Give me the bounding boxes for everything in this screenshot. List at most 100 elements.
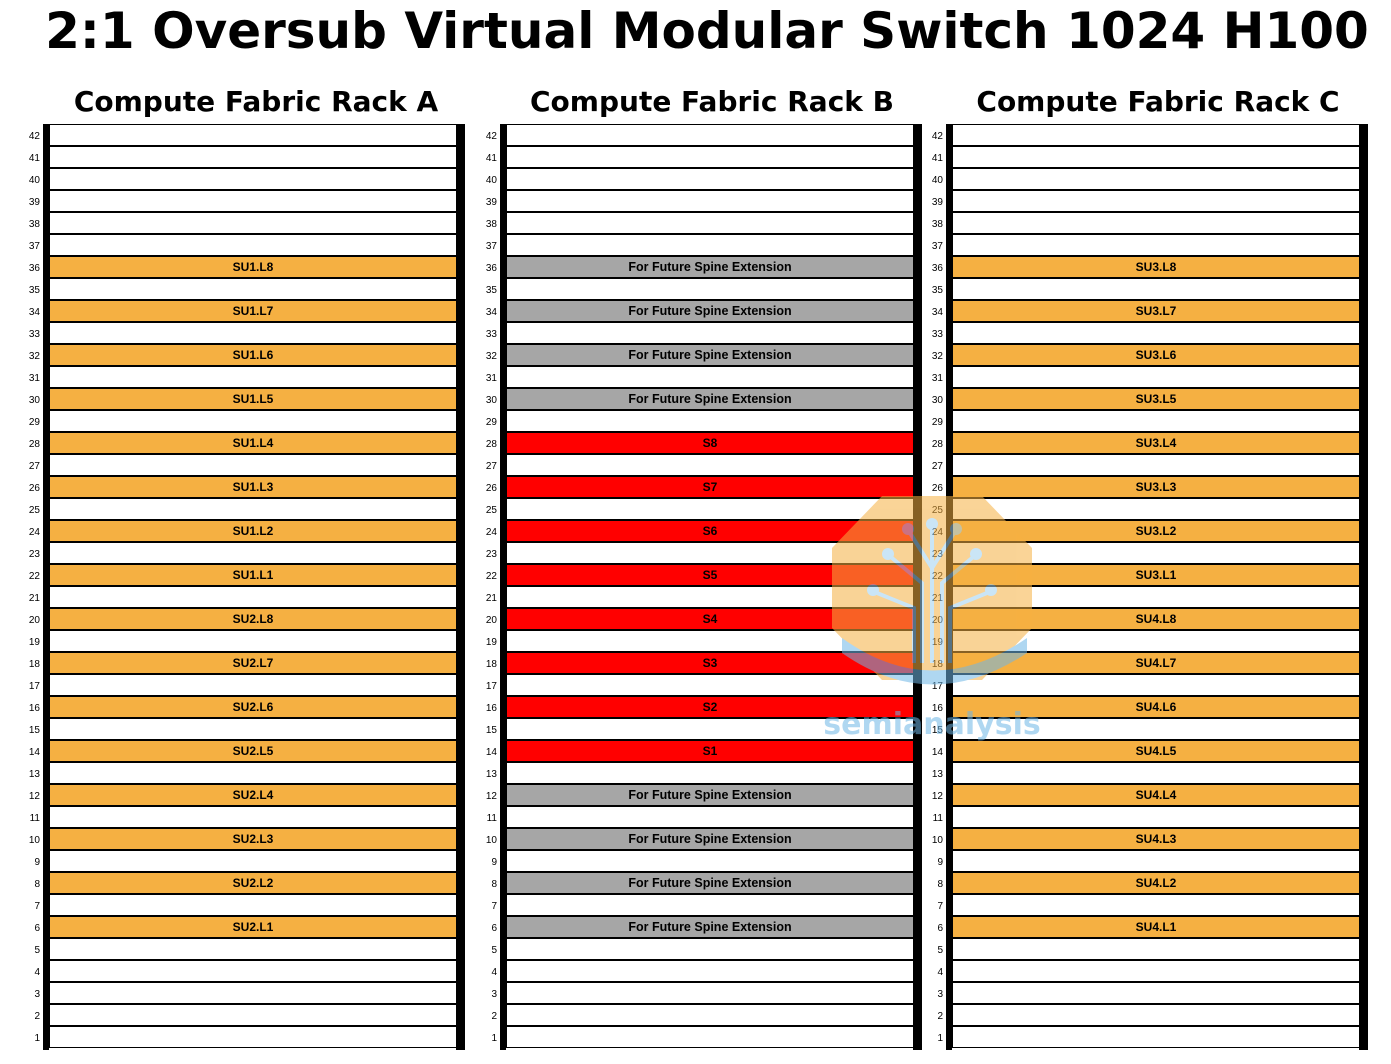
empty-slot (952, 1004, 1360, 1026)
rack-unit-number: 3 (491, 989, 497, 1000)
switch-slot-leaf: SU1.L3 (49, 476, 457, 498)
rack-unit-number: 30 (485, 395, 497, 406)
rack-unit-number: 36 (931, 263, 943, 274)
empty-slot (952, 630, 1360, 652)
empty-slot (506, 190, 914, 212)
switch-slot-leaf: SU3.L4 (952, 432, 1360, 454)
rack-unit-number: 29 (485, 417, 497, 428)
rack-unit-number: 9 (34, 857, 40, 868)
rack-unit-number: 31 (485, 373, 497, 384)
switch-slot-future: For Future Spine Extension (506, 828, 914, 850)
rack-unit-number: 31 (28, 373, 40, 384)
rack-unit-number: 34 (485, 307, 497, 318)
switch-slot-future: For Future Spine Extension (506, 256, 914, 278)
rack-rail-left (500, 124, 506, 1050)
empty-slot (49, 498, 457, 520)
switch-slot-leaf: SU1.L2 (49, 520, 457, 542)
rack-unit-number: 18 (28, 659, 40, 670)
rack-unit-number: 38 (931, 219, 943, 230)
switch-slot-leaf: SU1.L8 (49, 256, 457, 278)
rack-unit-number: 19 (28, 637, 40, 648)
empty-slot (506, 938, 914, 960)
empty-slot (49, 718, 457, 740)
empty-slot (952, 498, 1360, 520)
switch-slot-future: For Future Spine Extension (506, 784, 914, 806)
rack-unit-number: 5 (34, 945, 40, 956)
switch-slot-spine: S1 (506, 740, 914, 762)
empty-slot (506, 806, 914, 828)
empty-slot (49, 630, 457, 652)
empty-slot (506, 1004, 914, 1026)
rack-unit-number: 37 (28, 241, 40, 252)
rack-unit-number: 40 (931, 175, 943, 186)
empty-slot (49, 212, 457, 234)
rack-unit-number: 26 (28, 483, 40, 494)
rack-unit-number: 5 (491, 945, 497, 956)
rack-title: Compute Fabric Rack C (976, 85, 1340, 118)
rack-unit-number: 39 (485, 197, 497, 208)
empty-slot (506, 542, 914, 564)
empty-slot (952, 960, 1360, 982)
rack-unit-number: 32 (28, 351, 40, 362)
rack-unit-number: 42 (485, 131, 497, 142)
rack-unit-number: 11 (486, 813, 497, 824)
switch-slot-leaf: SU3.L6 (952, 344, 1360, 366)
switch-slot-future: For Future Spine Extension (506, 916, 914, 938)
rack-unit-number: 29 (28, 417, 40, 428)
switch-slot-spine: S4 (506, 608, 914, 630)
empty-slot (49, 542, 457, 564)
empty-slot (506, 630, 914, 652)
empty-slot (952, 806, 1360, 828)
switch-slot-spine: S6 (506, 520, 914, 542)
empty-slot (506, 410, 914, 432)
rack-unit-number: 13 (485, 769, 497, 780)
empty-slot (506, 212, 914, 234)
switch-slot-leaf: SU4.L7 (952, 652, 1360, 674)
rack-unit-number: 35 (28, 285, 40, 296)
rack-unit-number: 33 (485, 329, 497, 340)
empty-slot (49, 850, 457, 872)
empty-slot (506, 146, 914, 168)
rack-unit-number: 11 (932, 813, 943, 824)
rack-unit-number: 24 (485, 527, 497, 538)
empty-slot (49, 982, 457, 1004)
rack-unit-number: 23 (28, 549, 40, 560)
rack-unit-number: 28 (485, 439, 497, 450)
empty-slot (952, 124, 1360, 146)
rack-unit-number: 10 (28, 835, 40, 846)
empty-slot (49, 278, 457, 300)
switch-slot-leaf: SU4.L4 (952, 784, 1360, 806)
rack-unit-number: 35 (931, 285, 943, 296)
rack-unit-number: 13 (28, 769, 40, 780)
switch-slot-leaf: SU3.L2 (952, 520, 1360, 542)
rack-unit-number: 20 (485, 615, 497, 626)
empty-slot (952, 322, 1360, 344)
empty-slot (49, 124, 457, 146)
empty-slot (952, 146, 1360, 168)
rack-unit-number: 11 (29, 813, 40, 824)
rack-unit-number: 5 (937, 945, 943, 956)
rack-unit-number: 15 (28, 725, 40, 736)
empty-slot (952, 850, 1360, 872)
switch-slot-leaf: SU2.L2 (49, 872, 457, 894)
empty-slot (506, 322, 914, 344)
rack-unit-number: 30 (931, 395, 943, 406)
rack-unit-number: 20 (931, 615, 943, 626)
switch-slot-leaf: SU3.L3 (952, 476, 1360, 498)
rack-unit-number: 12 (28, 791, 40, 802)
rack-unit-number: 7 (491, 901, 497, 912)
switch-slot-leaf: SU2.L8 (49, 608, 457, 630)
empty-slot (506, 1026, 914, 1048)
empty-slot (49, 168, 457, 190)
switch-slot-leaf: SU3.L8 (952, 256, 1360, 278)
rack-unit-number: 22 (485, 571, 497, 582)
rack-unit-number: 26 (485, 483, 497, 494)
rack-unit-number: 39 (28, 197, 40, 208)
empty-slot (49, 938, 457, 960)
empty-slot (49, 366, 457, 388)
rack-unit-number: 1 (937, 1033, 943, 1044)
empty-slot (49, 586, 457, 608)
rack-unit-number: 32 (485, 351, 497, 362)
rack-unit-number: 41 (485, 153, 497, 164)
rack-unit-number: 21 (485, 593, 497, 604)
